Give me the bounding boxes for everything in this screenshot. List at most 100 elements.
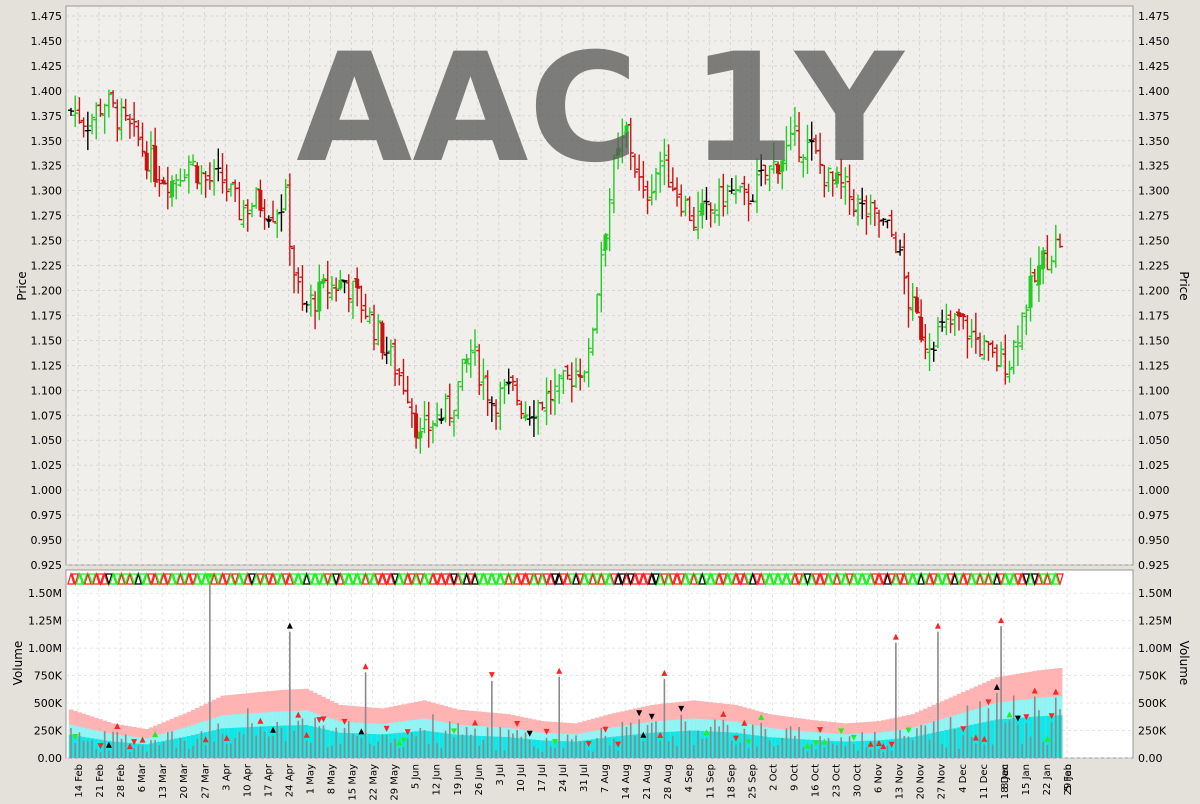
signal-marker: [925, 571, 934, 585]
price-bar-body: [776, 164, 781, 174]
volume-marker: [488, 672, 495, 679]
signal-marker: [963, 573, 972, 587]
date-tick-label: 15 Jan: [1021, 764, 1032, 795]
price-bar: [964, 314, 971, 359]
signal-marker: [441, 573, 450, 587]
price-tick-label: 1.025: [31, 459, 63, 472]
volume-marker: [286, 622, 293, 629]
signal-marker: [260, 571, 269, 585]
signal-marker: [429, 571, 437, 585]
volume-band-inner: [144, 744, 150, 758]
price-tick-label: 1.375: [31, 110, 63, 123]
price-bar: [286, 173, 293, 266]
price-bar: [1040, 247, 1047, 285]
volume-marker: [703, 729, 710, 736]
signal-marker: [197, 573, 206, 587]
signal-marker: [567, 573, 576, 587]
volume-marker: [295, 711, 302, 718]
signal-marker: [399, 573, 408, 587]
price-bar: [442, 393, 449, 423]
price-bar: [1019, 312, 1026, 351]
signal-marker: [517, 573, 526, 587]
price-bar: [699, 188, 706, 229]
signal-marker: [706, 571, 715, 585]
signal-marker: [1018, 571, 1026, 585]
signal-marker: [290, 573, 298, 587]
signal-marker: [374, 573, 383, 587]
volume-marker: [732, 735, 739, 742]
price-bar: [787, 116, 794, 151]
volume-marker: [206, 573, 213, 580]
volume-marker: [585, 741, 592, 748]
signal-marker: [458, 573, 467, 587]
volume-marker: [270, 726, 277, 733]
volume-marker: [838, 728, 845, 735]
date-tick-label: 3 Apr: [221, 763, 232, 791]
volume-marker: [257, 717, 264, 724]
signal-marker: [858, 571, 867, 585]
volume-marker: [888, 741, 895, 748]
signal-marker: [408, 573, 416, 587]
price-bar: [825, 167, 832, 192]
price-bar: [139, 122, 146, 157]
volume-marker: [850, 734, 857, 741]
signal-marker: [189, 573, 197, 587]
signal-marker: [929, 573, 938, 587]
signal-marker: [854, 573, 862, 587]
signal-marker: [88, 573, 96, 587]
signal-marker: [921, 573, 930, 587]
volume-marker: [396, 739, 403, 746]
volume-marker: [404, 729, 411, 736]
signal-marker: [668, 573, 677, 587]
price-bar: [450, 409, 457, 437]
price-bar: [539, 401, 546, 411]
signal-marker: [736, 573, 745, 587]
signal-marker: [639, 571, 648, 585]
signal-marker: [601, 573, 610, 587]
signal-marker: [475, 573, 484, 587]
signal-marker: [412, 571, 420, 585]
signal-marker: [824, 571, 833, 585]
signal-marker: [311, 571, 319, 585]
signal-marker: [222, 573, 231, 587]
signal-marker: [344, 571, 353, 585]
volume-band-inner: [106, 740, 112, 758]
volume-band-inner: [308, 725, 314, 758]
price-bar: [476, 344, 483, 395]
price-bar: [703, 186, 710, 220]
volume-marker: [114, 723, 121, 730]
volume-band-inner: [746, 734, 751, 758]
signal-marker: [71, 573, 80, 587]
price-bar: [358, 285, 365, 323]
price-tick-label: 1.275: [31, 210, 63, 223]
signal-marker: [786, 573, 795, 587]
signal-marker: [904, 573, 913, 587]
price-tick-label: 1.425: [1138, 60, 1170, 73]
volume-band-inner: [502, 736, 507, 758]
price-bar: [362, 293, 369, 320]
date-tick-label: 22 May: [369, 764, 380, 800]
signal-marker: [580, 571, 589, 585]
price-bar-body: [170, 180, 175, 198]
price-tick-label: 1.000: [31, 484, 63, 497]
volume-axis-right: 0.00 250K 500K 750K 1.00M 1.25M 1.50M: [1138, 587, 1172, 765]
signal-marker: [269, 571, 277, 585]
price-bar: [324, 260, 331, 310]
price-tick-label: 0.975: [1138, 509, 1170, 522]
volume-tick-label: 1.50M: [28, 587, 62, 600]
price-bar: [514, 378, 521, 406]
volume-marker: [804, 742, 811, 749]
signal-marker: [319, 571, 328, 585]
date-tick-label: 24 Jul: [558, 764, 569, 792]
date-axis: 14 Feb 21 Feb 28 Feb 6 Mar 13 Mar 20 Mar 27 Ma…: [74, 763, 1074, 800]
signal-marker: [105, 573, 113, 587]
volume-marker: [223, 734, 230, 741]
price-bar-body: [418, 431, 423, 439]
signal-marker: [92, 571, 101, 585]
signal-marker: [521, 571, 530, 585]
price-bar: [551, 368, 558, 416]
signal-marker: [243, 571, 252, 585]
price-bar: [573, 357, 580, 388]
volume-marker: [758, 713, 765, 720]
volume-marker: [812, 740, 819, 747]
